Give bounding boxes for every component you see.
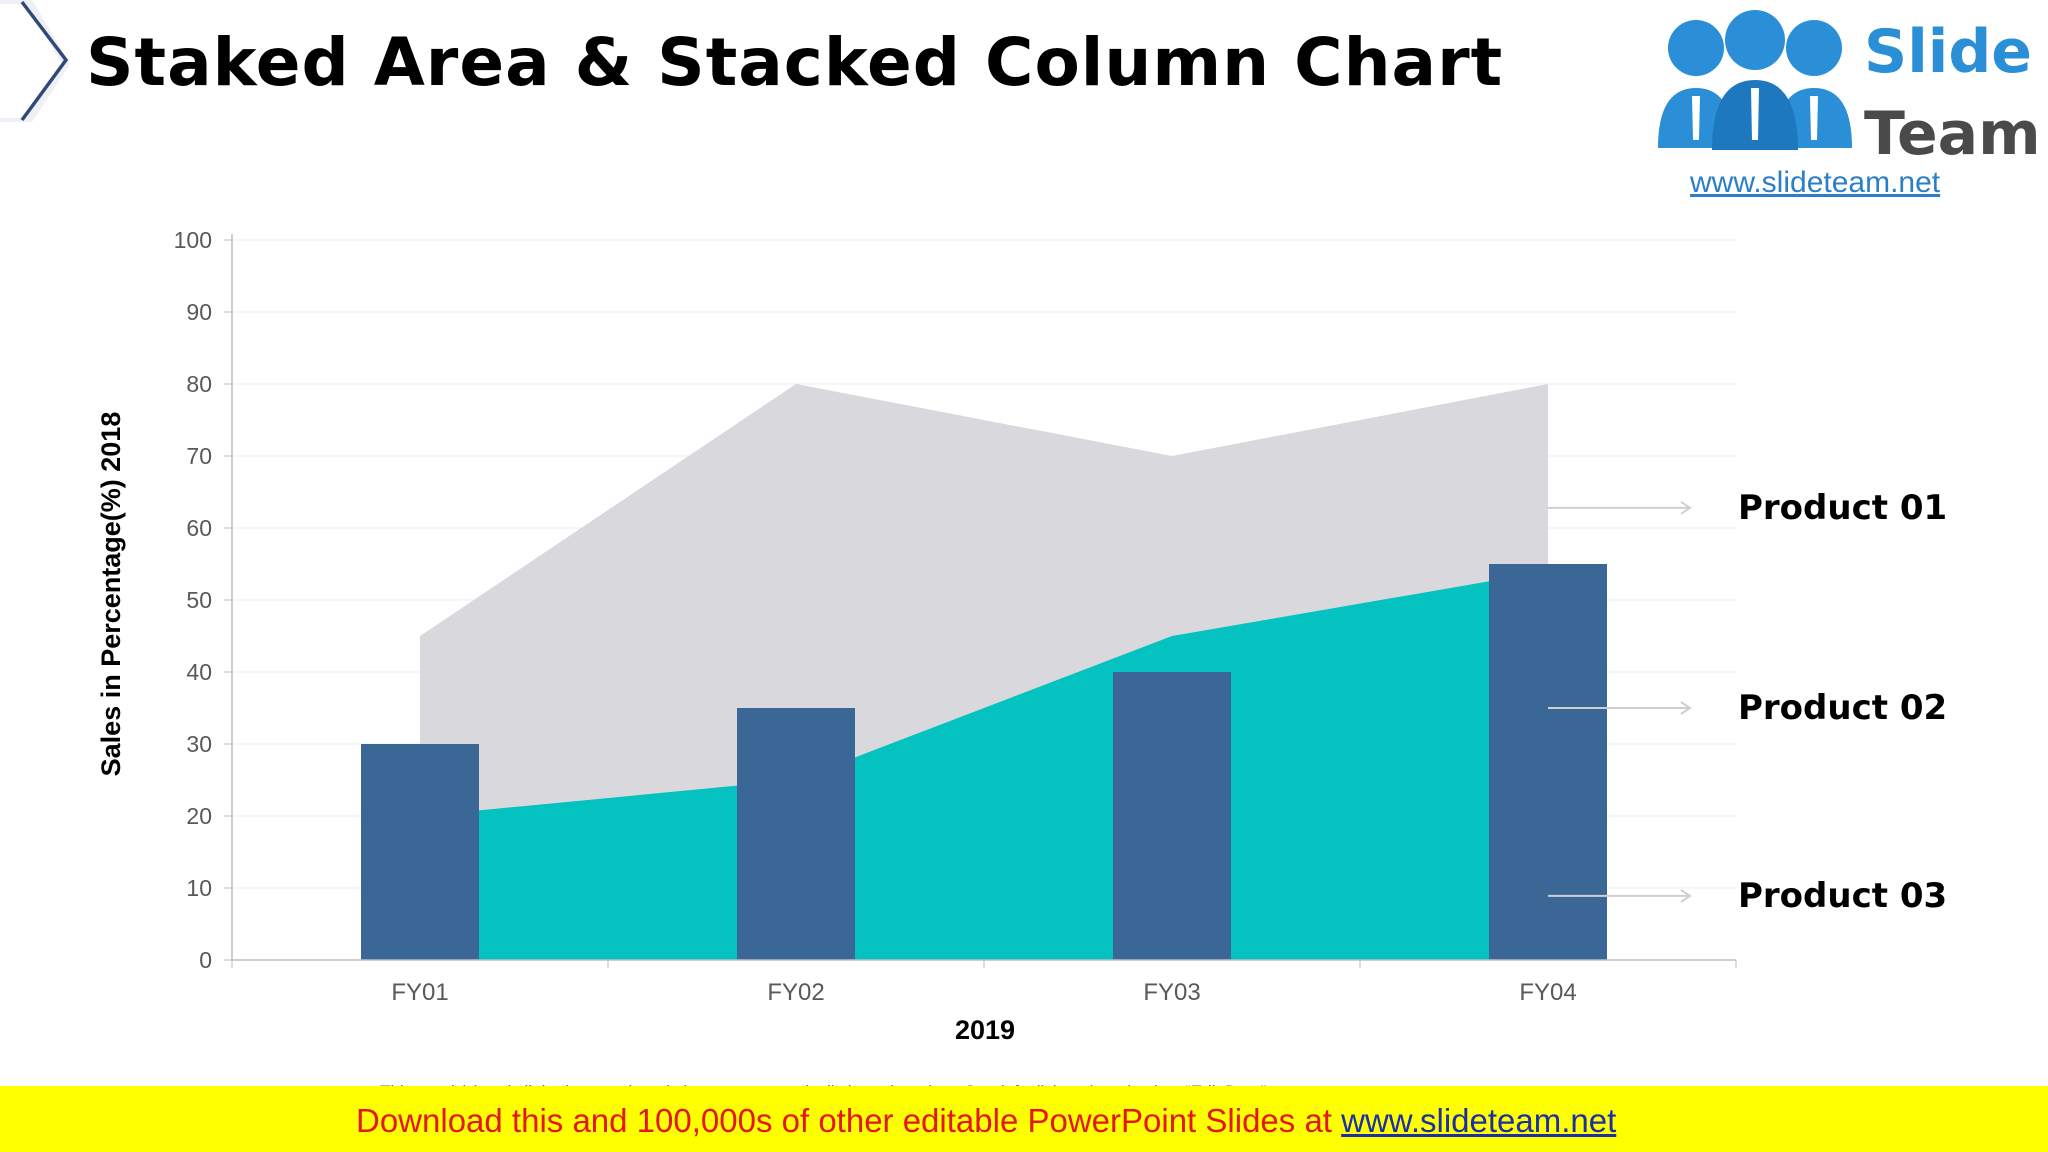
y-tick-label: 10 [186,875,212,901]
banner-link[interactable]: www.slideteam.net [1341,1102,1617,1139]
logo-word-slide: Slide [1864,17,2032,87]
y-tick-label: 0 [199,947,212,973]
legend-label-product-03: Product 03 [1738,875,1948,916]
banner-message: Download this and 100,000s of other edit… [356,1102,1342,1139]
y-axis-title: Sales in Percentage(%) 2018 [96,412,126,777]
bar-fy01 [361,744,479,960]
stacked-area-column-chart: 0 10 20 30 40 50 60 70 80 90 100 FY01 FY02 FY03 FY04 20… [96,227,1737,1045]
legend-arrowhead [1680,889,1692,903]
area-product-02 [420,571,1548,960]
y-tick-label: 100 [174,227,212,253]
legend-label-product-01: Product 01 [1738,487,1948,528]
logo-word-team: Team [1864,99,2041,169]
x-tick-label: FY04 [1519,979,1576,1006]
download-banner: Download this and 100,000s of other edit… [0,1086,2048,1152]
y-tick-label: 20 [186,803,212,829]
y-tick-label: 80 [186,371,212,397]
x-tick-label: FY03 [1143,979,1200,1006]
banner-text: Download this and 100,000s of other edit… [356,1102,1616,1140]
y-tick-label: 50 [186,587,212,613]
x-tick-label: FY01 [391,979,448,1006]
bar-fy04 [1489,564,1607,960]
chevron-icon [0,0,70,122]
y-tick-label: 30 [186,731,212,757]
x-axis-title: 2019 [955,1015,1015,1045]
y-tick-label: 90 [186,299,212,325]
legend-label-product-02: Product 02 [1738,688,1948,728]
y-tick-label: 40 [186,659,212,685]
bar-fy03 [1113,672,1231,960]
y-tick-label: 70 [186,443,212,469]
legend-arrowhead [1680,501,1692,515]
page-title: Staked Area & Stacked Column Chart [86,24,1504,101]
logo-url-link[interactable]: www.slideteam.net [1690,166,1941,199]
legend-arrowhead [1680,701,1692,715]
bar-fy02 [737,708,855,960]
slideteam-logo[interactable]: Slide Team www.slideteam.net [1638,0,2041,200]
x-tick-label: FY02 [767,979,824,1006]
y-tick-label: 60 [186,515,212,541]
people-icon [1658,10,1852,150]
